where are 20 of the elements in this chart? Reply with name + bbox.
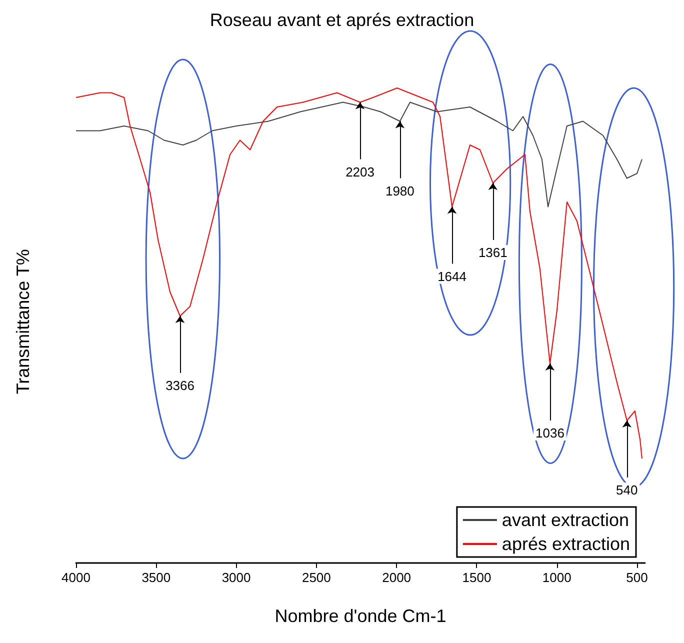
x-tick-label: 3000 xyxy=(222,570,251,585)
y-axis-title: Transmittance T% xyxy=(13,249,33,394)
legend-label: aprés extraction xyxy=(502,534,630,554)
annotation: 1361 xyxy=(478,245,508,260)
annotation: 1036 xyxy=(535,426,564,440)
x-axis-title: Nombre d'onde Cm-1 xyxy=(274,606,446,626)
annotation: 1980 xyxy=(385,183,414,198)
legend-label: avant extraction xyxy=(502,510,630,530)
x-tick-label: 4000 xyxy=(62,570,90,585)
x-tick-label: 1000 xyxy=(542,570,572,585)
annotation: 2203 xyxy=(346,164,374,180)
x-tick-label: 2500 xyxy=(302,570,331,585)
annotation: 1644 xyxy=(438,268,466,284)
annotation: 3366 xyxy=(166,378,194,393)
annotation: 540 xyxy=(616,482,638,498)
x-tick-label: 500 xyxy=(626,570,648,585)
chart-title: Roseau avant et aprés extraction xyxy=(210,10,474,30)
x-tick-label: 2000 xyxy=(382,570,412,585)
x-tick-label: 1500 xyxy=(462,570,492,585)
x-tick-label: 3500 xyxy=(142,570,171,585)
